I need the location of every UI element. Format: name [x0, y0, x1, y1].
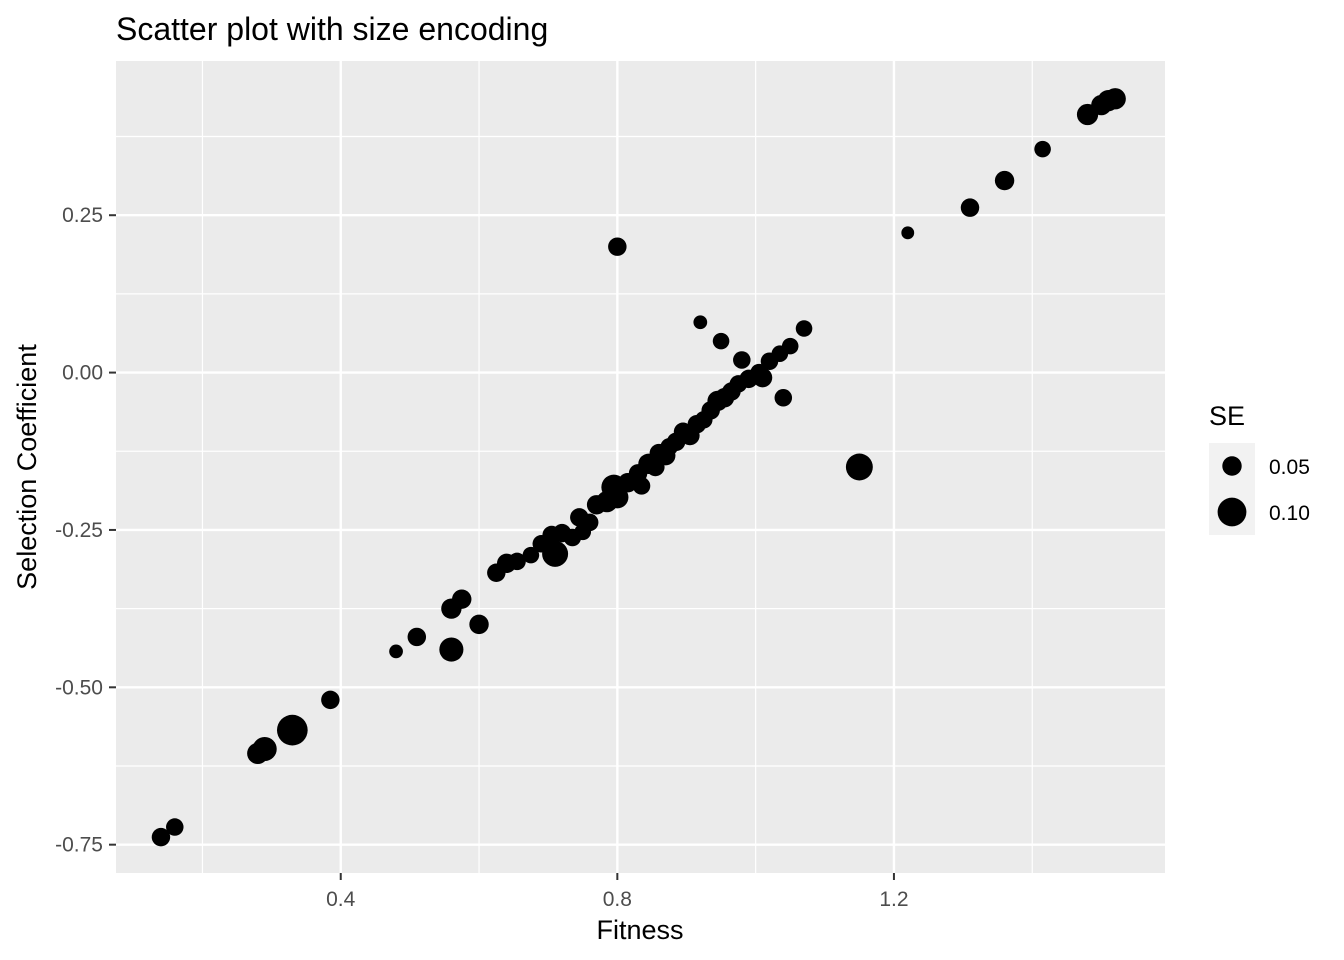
data-point: [693, 315, 708, 330]
major-gridlines: [116, 61, 1165, 873]
size-legend: SE 0.05 0.10: [1209, 401, 1310, 535]
data-point: [439, 637, 464, 662]
y-tick-label: 0.25: [62, 204, 103, 227]
y-axis-title: Selection Coefficient: [12, 344, 42, 590]
data-point: [469, 614, 489, 635]
legend-key-point: [1222, 456, 1242, 476]
legend-title: SE: [1209, 401, 1245, 431]
data-point: [632, 477, 651, 495]
data-point: [522, 546, 540, 564]
x-axis-title: Fitness: [596, 915, 683, 945]
data-point: [608, 237, 627, 256]
data-point: [781, 337, 799, 355]
y-tick-label: 0.00: [62, 362, 103, 385]
data-point: [712, 332, 730, 350]
chart-title: Scatter plot with size encoding: [116, 11, 548, 47]
data-point: [901, 226, 915, 240]
y-axis: -0.75 -0.50 -0.25 0.00 0.25: [55, 204, 116, 857]
x-tick-label: 1.2: [879, 888, 908, 911]
data-point: [151, 827, 171, 847]
legend-label: 0.05: [1269, 456, 1310, 479]
data-point: [994, 170, 1015, 191]
x-axis: 0.4 0.8 1.2: [326, 873, 909, 911]
data-point: [733, 351, 751, 369]
y-tick-label: -0.25: [55, 519, 103, 542]
data-point: [606, 486, 629, 509]
x-tick-label: 0.4: [326, 888, 356, 911]
data-point: [542, 540, 569, 567]
data-point: [795, 320, 813, 337]
data-point: [508, 552, 526, 571]
data-point: [321, 690, 340, 710]
data-point: [452, 589, 472, 609]
data-point: [166, 818, 184, 836]
legend-key-point: [1217, 497, 1247, 527]
data-point: [252, 736, 277, 762]
data-point: [389, 644, 403, 659]
data-point: [774, 388, 793, 407]
minor-gridlines: [116, 61, 1165, 873]
legend-label: 0.10: [1269, 502, 1310, 525]
data-point: [276, 714, 308, 746]
y-tick-label: -0.75: [55, 834, 103, 857]
data-points: [151, 88, 1126, 847]
data-point: [407, 627, 427, 647]
data-point: [1104, 88, 1126, 110]
data-point: [752, 367, 773, 388]
data-point: [580, 513, 599, 532]
x-tick-label: 0.8: [603, 888, 632, 911]
y-tick-label: -0.50: [55, 676, 103, 699]
data-point: [1034, 140, 1051, 158]
data-point: [845, 453, 873, 481]
data-point: [960, 198, 980, 217]
